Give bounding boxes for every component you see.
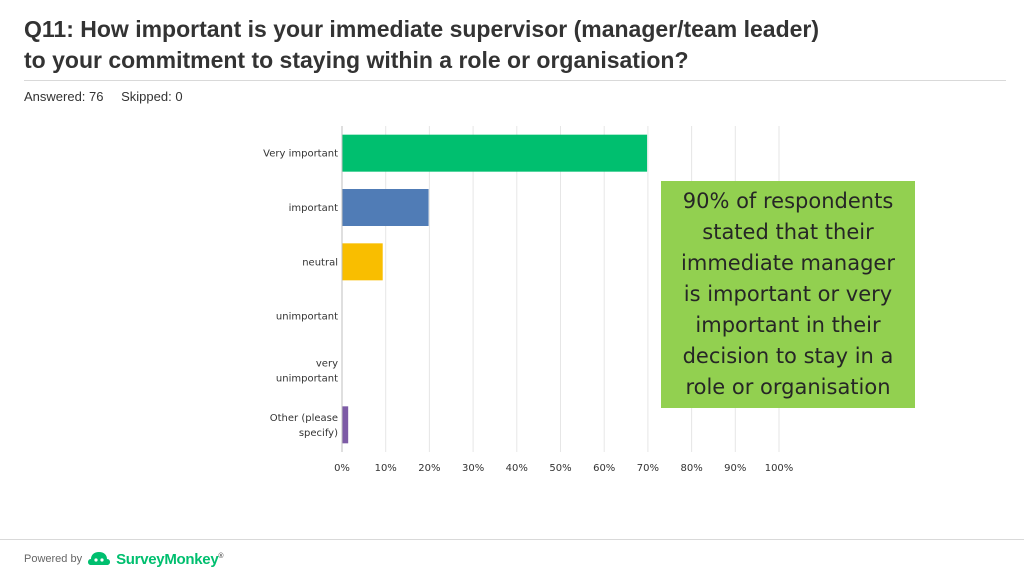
category-label: Very important (263, 149, 338, 160)
brand-name: SurveyMonkey (116, 550, 219, 568)
category-label: unimportant (276, 374, 338, 385)
category-label: neutral (302, 257, 338, 268)
category-label: Other (please (270, 413, 338, 424)
skipped-count: Skipped: 0 (121, 89, 183, 104)
x-tick-label: 20% (418, 463, 440, 474)
bar (342, 189, 429, 226)
x-tick-label: 70% (637, 463, 659, 474)
x-tick-label: 60% (593, 463, 615, 474)
x-tick-label: 50% (549, 463, 571, 474)
category-label: very (316, 359, 338, 370)
footer-divider (0, 539, 1024, 540)
category-label: important (289, 203, 338, 214)
category-label: specify) (299, 428, 338, 439)
response-stats: Answered: 76 Skipped: 0 (24, 89, 197, 104)
bar (342, 134, 648, 172)
question-title-line-1: Q11: How important is your immediate sup… (24, 16, 820, 42)
brand-registered-mark: ® (218, 552, 224, 560)
header-divider (24, 80, 1006, 81)
bar (342, 406, 349, 444)
x-tick-label: 90% (724, 463, 746, 474)
footer: Powered by SurveyMonkey® (24, 549, 224, 569)
x-tick-label: 100% (765, 463, 794, 474)
surveymonkey-brand: SurveyMonkey® (116, 551, 223, 568)
summary-callout: 90% of respondents stated that their imm… (661, 181, 915, 408)
x-tick-label: 80% (680, 463, 702, 474)
x-tick-label: 40% (506, 463, 528, 474)
answered-count: Answered: 76 (24, 89, 104, 104)
category-label: unimportant (276, 312, 338, 323)
powered-by-label: Powered by (24, 553, 83, 565)
bar (342, 243, 383, 281)
surveymonkey-logo-icon (88, 552, 111, 565)
callout-text: 90% of respondents stated that their imm… (681, 189, 895, 399)
x-tick-label: 30% (462, 463, 484, 474)
question-title-line-2: to your commitment to staying within a r… (24, 47, 689, 73)
x-tick-label: 10% (375, 463, 397, 474)
question-title: Q11: How important is your immediate sup… (24, 14, 1004, 76)
x-tick-label: 0% (334, 463, 350, 474)
